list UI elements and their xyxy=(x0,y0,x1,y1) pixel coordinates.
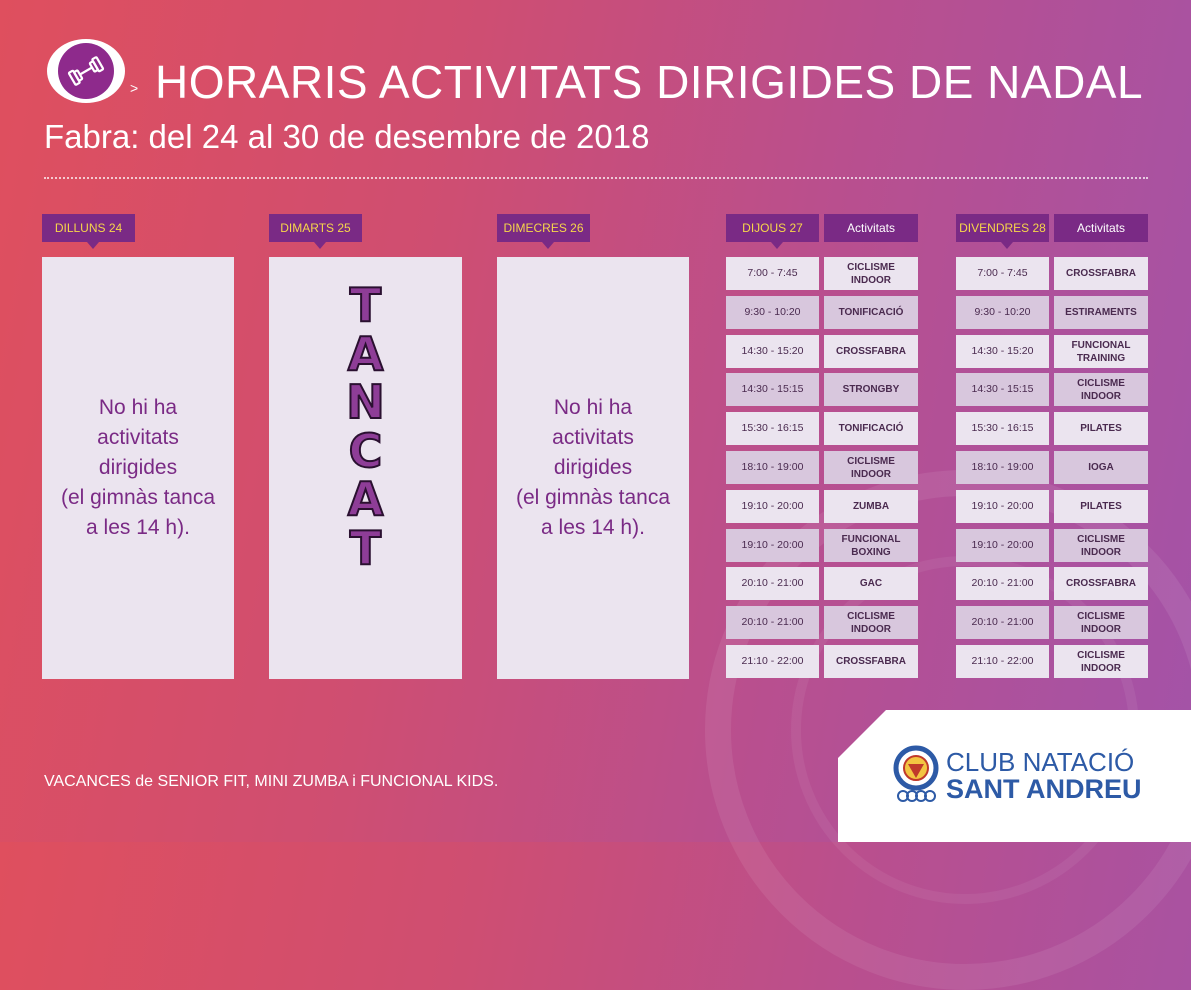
vacances-note: VACANCES de SENIOR FIT, MINI ZUMBA i FUN… xyxy=(44,773,499,790)
dilluns-notice: No hi ha activitats dirigides (el gimnàs… xyxy=(42,257,234,679)
activity-header-dijous: Activitats xyxy=(824,214,918,242)
tancat-letter: C xyxy=(348,423,384,478)
schedule-activity: CROSSFABRA xyxy=(824,645,918,678)
dimecres-notice-text: No hi ha activitats dirigides (el gimnàs… xyxy=(515,396,671,539)
page-subtitle: Fabra: del 24 al 30 de desembre de 2018 xyxy=(44,118,650,155)
club-emblem-icon xyxy=(889,744,943,806)
schedule-activity: PILATES xyxy=(1054,412,1148,445)
dimecres-notice: No hi ha activitats dirigides (el gimnàs… xyxy=(497,257,689,679)
schedule-time: 14:30 - 15:20 xyxy=(956,335,1049,368)
schedule-activity: CICLISME INDOOR xyxy=(1054,373,1148,406)
schedule-activity: TONIFICACIÓ xyxy=(824,296,918,329)
schedule-activity: CICLISME INDOOR xyxy=(1054,645,1148,678)
tancat-letter: T xyxy=(349,278,382,332)
club-name-line1: CLUB NATACIÓ xyxy=(946,747,1135,777)
schedule-activity: FUNCIONAL BOXING xyxy=(824,529,918,562)
schedule-time: 20:10 - 21:00 xyxy=(726,606,819,639)
schedule-activity: GAC xyxy=(824,567,918,600)
title-arrow: > xyxy=(130,80,139,96)
dilluns-notice-text: No hi ha activitats dirigides (el gimnàs… xyxy=(60,396,216,539)
day-header-dijous: DIJOUS 27 xyxy=(726,214,819,249)
schedule-activity: CROSSFABRA xyxy=(824,335,918,368)
schedule-activity: ESTIRAMENTS xyxy=(1054,296,1148,329)
schedule-time: 19:10 - 20:00 xyxy=(956,490,1049,523)
tancat-letter: A xyxy=(347,326,385,381)
day-header-dilluns: DILLUNS 24 xyxy=(42,214,135,249)
schedule-activity: CICLISME INDOOR xyxy=(1054,606,1148,639)
schedule-activity: CICLISME INDOOR xyxy=(1054,529,1148,562)
schedule-activity: STRONGBY xyxy=(824,373,918,406)
schedule-activity: CROSSFABRA xyxy=(1054,567,1148,600)
tancat-letter: T xyxy=(349,520,382,575)
schedule-time: 14:30 - 15:15 xyxy=(726,373,819,406)
schedule-activity: TONIFICACIÓ xyxy=(824,412,918,445)
tancat-letter: N xyxy=(345,375,385,429)
schedule-activity: FUNCIONAL TRAINING xyxy=(1054,335,1148,368)
logo-badge xyxy=(47,39,125,103)
schedule-activity: CICLISME INDOOR xyxy=(824,451,918,484)
schedule-time: 9:30 - 10:20 xyxy=(956,296,1049,329)
schedule-time: 9:30 - 10:20 xyxy=(726,296,819,329)
dumbbell-icon xyxy=(58,43,114,99)
schedule-time: 20:10 - 21:00 xyxy=(956,606,1049,639)
schedule-time: 15:30 - 16:15 xyxy=(726,412,819,445)
schedule-activity: PILATES xyxy=(1054,490,1148,523)
day-header-divendres: DIVENDRES 28 xyxy=(956,214,1049,249)
day-header-dimarts: DIMARTS 25 xyxy=(269,214,362,249)
schedule-time: 14:30 - 15:15 xyxy=(956,373,1049,406)
club-name-line2: SANT ANDREU xyxy=(946,774,1142,804)
schedule-time: 21:10 - 22:00 xyxy=(956,645,1049,678)
schedule-time: 7:00 - 7:45 xyxy=(726,257,819,290)
schedule-time: 15:30 - 16:15 xyxy=(956,412,1049,445)
schedule-time: 21:10 - 22:00 xyxy=(726,645,819,678)
schedule-activity: CICLISME INDOOR xyxy=(824,257,918,290)
schedule-time: 18:10 - 19:00 xyxy=(956,451,1049,484)
schedule-time: 7:00 - 7:45 xyxy=(956,257,1049,290)
schedule-time: 19:10 - 20:00 xyxy=(956,529,1049,562)
schedule-time: 19:10 - 20:00 xyxy=(726,529,819,562)
schedule-time: 18:10 - 19:00 xyxy=(726,451,819,484)
schedule-time: 19:10 - 20:00 xyxy=(726,490,819,523)
schedule-time: 20:10 - 21:00 xyxy=(956,567,1049,600)
tancat-letter: A xyxy=(347,472,385,526)
schedule-time: 14:30 - 15:20 xyxy=(726,335,819,368)
schedule-activity: ZUMBA xyxy=(824,490,918,523)
activity-header-divendres: Activitats xyxy=(1054,214,1148,242)
schedule-time: 20:10 - 21:00 xyxy=(726,567,819,600)
schedule-activity: CROSSFABRA xyxy=(1054,257,1148,290)
page-title: HORARIS ACTIVITATS DIRIGIDES DE NADAL xyxy=(155,56,1144,108)
dimarts-closed-box: T A N C A T xyxy=(269,257,462,679)
day-header-dimecres: DIMECRES 26 xyxy=(497,214,590,249)
dotted-divider xyxy=(44,177,1148,179)
schedule-activity: IOGA xyxy=(1054,451,1148,484)
schedule-activity: CICLISME INDOOR xyxy=(824,606,918,639)
